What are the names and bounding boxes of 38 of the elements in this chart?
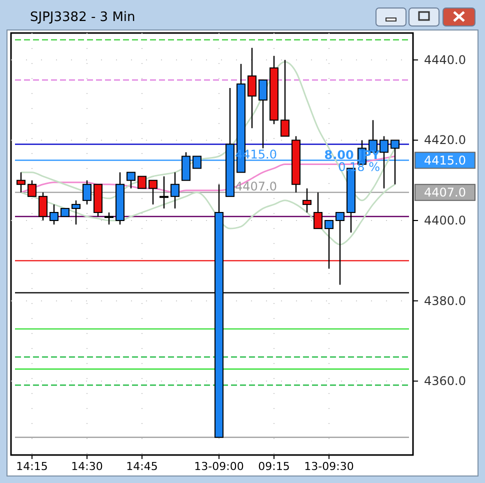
ref-line-label: 4415.0 xyxy=(424,153,466,168)
chart-title: SJPJ3382 - 3 Min xyxy=(30,10,136,25)
x-tick-label: 14:15 xyxy=(16,460,48,473)
candlestick xyxy=(280,59,290,137)
y-tick-label: 4440.0 xyxy=(424,52,466,67)
candlestick xyxy=(50,204,58,226)
y-tick-label: 4380.0 xyxy=(424,294,466,308)
line-series xyxy=(20,184,396,246)
candlestick xyxy=(302,188,312,214)
ref-line-label: 4407.0 xyxy=(424,185,466,200)
candlestick xyxy=(28,180,36,198)
candlestick xyxy=(148,180,158,206)
candlestick xyxy=(82,180,92,206)
candlestick xyxy=(258,79,268,149)
candlestick xyxy=(314,192,322,230)
candlestick xyxy=(248,47,256,129)
y-tick-label: 4420.0 xyxy=(424,133,466,148)
annotation: 4407.0 xyxy=(235,179,277,194)
candlestick xyxy=(38,192,48,222)
candlestick xyxy=(380,136,388,189)
candlestick xyxy=(138,176,146,189)
candlestick xyxy=(72,200,80,226)
x-tick-label: 14:30 xyxy=(71,460,103,473)
candlestick xyxy=(336,212,344,286)
y-tick-label: 4360.0 xyxy=(424,374,466,388)
candlestick xyxy=(170,172,180,210)
candlestick xyxy=(390,140,400,185)
candlestick xyxy=(160,176,168,210)
x-tick-label: 09:15 xyxy=(258,460,290,473)
x-tick-label: 13-09:30 xyxy=(304,460,354,473)
candlestick xyxy=(324,220,334,270)
x-tick-label: 13-09:00 xyxy=(194,460,244,473)
candlestick xyxy=(192,156,202,169)
y-tick-label: 4400.0 xyxy=(424,214,466,228)
candlestick xyxy=(104,212,114,226)
candlestick xyxy=(16,172,26,194)
candlestick xyxy=(126,172,136,189)
x-tick-label: 14:45 xyxy=(126,460,158,473)
